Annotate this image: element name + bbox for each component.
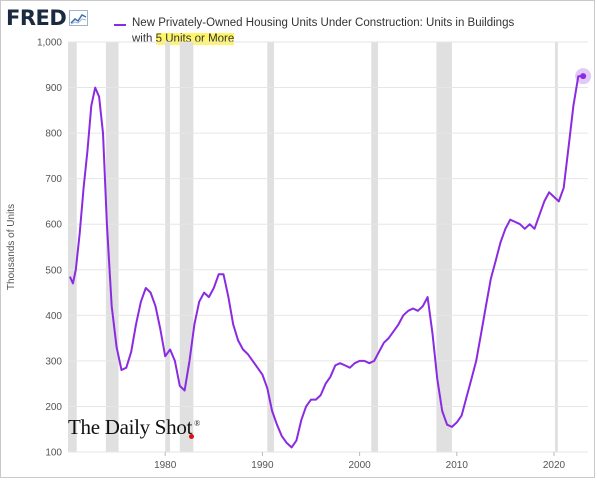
watermark-text: The Daily Shot bbox=[68, 415, 193, 439]
title-line1: New Privately-Owned Housing Units Under … bbox=[132, 17, 515, 29]
series-line-0 bbox=[68, 75, 584, 449]
grid-lines bbox=[68, 41, 588, 453]
y-tick-label-400: 400 bbox=[45, 311, 62, 322]
y-axis-ticks: 100 200 300 400 500 600 700 800 900 1,000 bbox=[37, 38, 62, 459]
x-axis-ticks: 1980 1990 2000 2010 2020 bbox=[154, 452, 566, 471]
logo-text: FRED bbox=[6, 6, 67, 30]
y-tick-label-500: 500 bbox=[45, 265, 62, 276]
x-tick-label-1980: 1980 bbox=[154, 460, 177, 471]
recession-band-0 bbox=[68, 42, 77, 452]
y-tick-label-100: 100 bbox=[45, 448, 62, 459]
x-tick-label-1990: 1990 bbox=[251, 460, 274, 471]
watermark-mark: ® bbox=[194, 419, 200, 428]
recession-band-7 bbox=[554, 42, 558, 452]
watermark-dot bbox=[189, 434, 195, 439]
last-point-marker[interactable] bbox=[580, 73, 587, 80]
x-tick-label-2010: 2010 bbox=[446, 460, 469, 471]
recession-band-3 bbox=[179, 42, 194, 452]
daily-shot-watermark: The Daily Shot ® bbox=[68, 415, 200, 440]
recession-bands bbox=[68, 42, 558, 452]
y-tick-label-1000: 1,000 bbox=[37, 38, 62, 49]
y-tick-label-800: 800 bbox=[45, 129, 62, 140]
y-axis-label: Thousands of Units bbox=[6, 204, 17, 290]
legend-swatch bbox=[114, 24, 126, 26]
line-chart-icon bbox=[69, 10, 89, 26]
y-tick-label-200: 200 bbox=[45, 402, 62, 413]
recession-band-4 bbox=[267, 42, 275, 452]
recession-band-6 bbox=[436, 42, 452, 452]
y-tick-label-700: 700 bbox=[45, 174, 62, 185]
y-tick-label-300: 300 bbox=[45, 356, 62, 367]
recession-band-2 bbox=[165, 42, 171, 452]
y-tick-label-600: 600 bbox=[45, 220, 62, 231]
series-layer bbox=[68, 68, 592, 449]
recession-band-5 bbox=[371, 42, 379, 452]
y-tick-label-900: 900 bbox=[45, 83, 62, 94]
x-tick-label-2000: 2000 bbox=[348, 460, 371, 471]
fred-logo[interactable]: FRED bbox=[6, 6, 89, 30]
recession-band-1 bbox=[105, 42, 119, 452]
x-tick-label-2020: 2020 bbox=[543, 460, 566, 471]
